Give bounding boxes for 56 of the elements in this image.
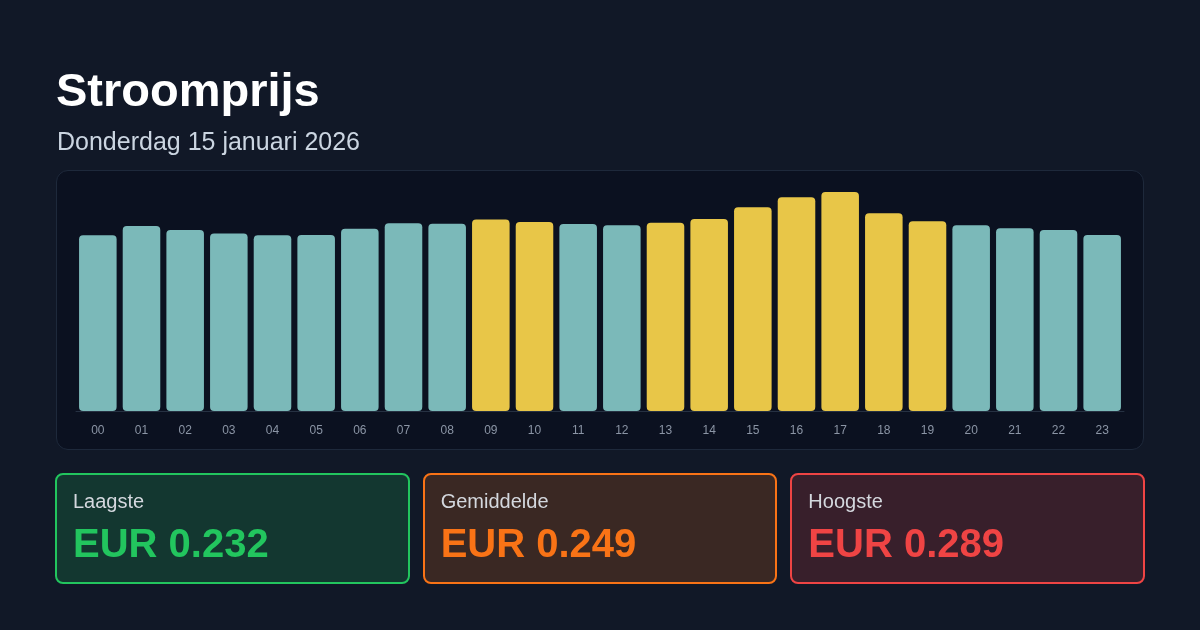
text: EUR 0.289 [808, 521, 1004, 565]
bar [646, 222, 685, 411]
bar [690, 218, 728, 411]
x-tick-label: 21 [1008, 423, 1022, 437]
bar [515, 222, 554, 411]
x-tick-label: 04 [265, 423, 280, 437]
x-tick-label: 06 [353, 423, 367, 437]
x-tick-label: 23 [1095, 423, 1110, 437]
x-tick-label: 03 [222, 423, 236, 437]
x-tick-label: 18 [877, 423, 891, 437]
x-tick-label: 01 [134, 423, 149, 437]
bar [996, 228, 1034, 411]
x-tick-label: 17 [833, 423, 848, 437]
bar [821, 192, 859, 411]
bar [472, 219, 510, 411]
x-tick-label: 22 [1051, 423, 1066, 437]
chart-subtitle: Donderdag 15 januari 2026 [57, 126, 361, 157]
text: EUR 0.249 [440, 521, 637, 565]
x-tick-label: 13 [658, 423, 673, 437]
bar [952, 225, 990, 411]
x-tick-label: 15 [746, 423, 760, 437]
x-tick-label: 11 [571, 423, 585, 437]
bar [734, 207, 772, 411]
bar [777, 197, 816, 411]
bar [210, 233, 248, 411]
bar [603, 225, 641, 411]
x-tick-label: 05 [309, 423, 324, 437]
x-tick-label: 07 [396, 423, 411, 437]
bar [1083, 234, 1121, 411]
x-tick-label: 10 [527, 423, 542, 437]
x-tick-label: 12 [615, 423, 629, 437]
x-tick-label: 00 [91, 423, 105, 437]
x-tick-label: 02 [178, 423, 193, 437]
x-tick-label: 08 [440, 423, 455, 437]
bar [79, 235, 117, 411]
x-tick-label: 20 [964, 423, 979, 437]
text: EUR 0.232 [73, 521, 269, 565]
bar [908, 221, 947, 411]
bar [865, 213, 903, 411]
x-tick-label: 19 [920, 423, 935, 437]
bar [1039, 230, 1078, 411]
category-label: Gemiddelde [440, 489, 549, 514]
bar [384, 223, 423, 411]
x-tick-label: 09 [484, 423, 498, 437]
bar [559, 223, 597, 411]
category-label: Hoogste [808, 489, 883, 514]
bar [253, 235, 292, 411]
bar [122, 225, 161, 411]
bar [297, 234, 335, 411]
x-tick-label: 14 [702, 423, 717, 437]
x-tick-label: 16 [789, 423, 804, 437]
bar [341, 228, 379, 411]
bar [428, 223, 466, 411]
category-label: Laagste [73, 489, 145, 514]
bar [166, 230, 204, 411]
chart-title: Stroomprijs [56, 62, 320, 118]
